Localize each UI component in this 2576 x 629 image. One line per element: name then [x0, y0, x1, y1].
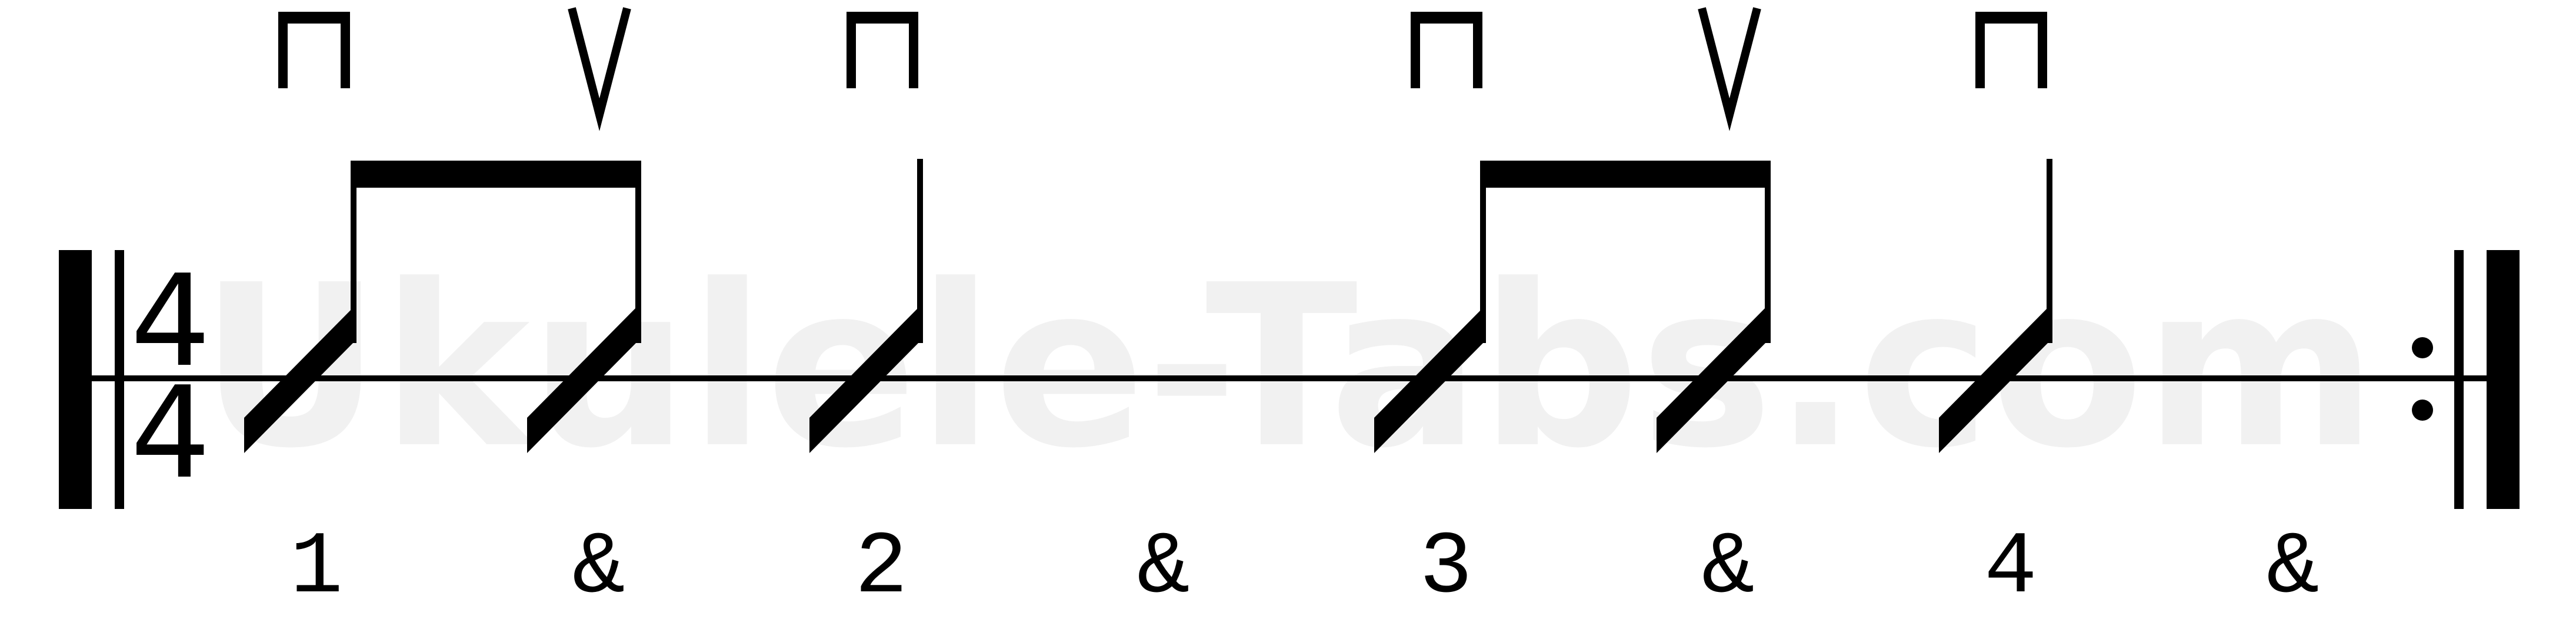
note-stem	[635, 161, 641, 343]
note-3-and	[1657, 161, 1771, 453]
down-strum-icon	[278, 12, 350, 88]
note-stem	[1765, 161, 1771, 343]
slash-notehead	[1939, 306, 2050, 453]
note-stem	[351, 161, 356, 343]
down-strum-icon	[1975, 12, 2047, 88]
count-label: &	[572, 518, 625, 618]
repeat-dot-lower	[2412, 400, 2433, 421]
end-thick-barline	[2487, 250, 2520, 509]
time-signature-bottom: 4	[131, 359, 211, 507]
count-label: &	[1137, 518, 1190, 618]
beam-beat-3	[1484, 161, 1771, 188]
note-stem	[1480, 161, 1486, 343]
time-signature-top: 4	[131, 247, 211, 395]
slash-notehead	[527, 306, 638, 453]
up-strum-icon	[568, 7, 631, 131]
count-label: 2	[855, 518, 908, 618]
note-2	[809, 159, 923, 453]
count-label: &	[1702, 518, 1755, 618]
slash-notehead	[809, 306, 920, 453]
end-thin-barline	[2454, 250, 2464, 509]
note-stem	[917, 159, 923, 343]
note-1-and	[527, 161, 641, 453]
slash-notehead	[1657, 306, 1767, 453]
start-thick-barline	[59, 250, 92, 509]
repeat-dot-upper	[2412, 337, 2433, 358]
slash-notehead	[244, 306, 355, 453]
note-4	[1939, 159, 2052, 453]
count-label: &	[2267, 518, 2320, 618]
beam-beat-1	[355, 161, 641, 188]
down-strum-icon	[1411, 12, 1482, 88]
start-thin-barline	[115, 250, 124, 509]
count-label: 4	[1984, 518, 2037, 618]
count-label: 1	[290, 518, 343, 618]
slash-notehead	[1374, 306, 1485, 453]
count-label: 3	[1419, 518, 1472, 618]
note-stem	[2047, 159, 2052, 343]
note-1	[244, 161, 356, 453]
up-strum-icon	[1698, 7, 1761, 131]
down-strum-icon	[847, 12, 918, 88]
note-3	[1374, 161, 1486, 453]
